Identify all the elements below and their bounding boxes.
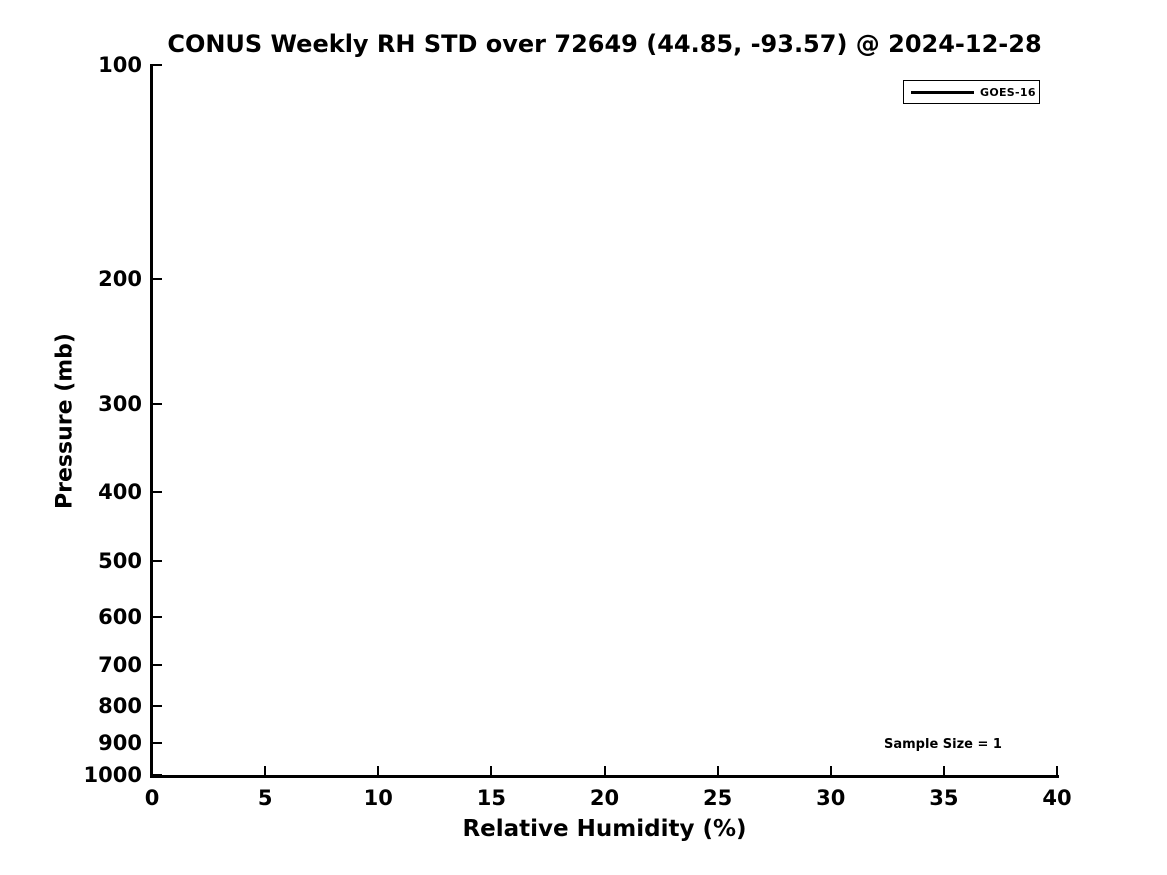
x-tick-label: 5: [257, 786, 273, 810]
x-tick-label: 0: [144, 786, 160, 810]
x-axis-line: [150, 775, 1059, 778]
y-tick-mark: [153, 402, 162, 405]
x-axis-label: Relative Humidity (%): [462, 816, 747, 842]
y-tick-label: 500: [98, 549, 142, 574]
x-tick-label: 15: [476, 786, 506, 810]
y-tick-label: 600: [98, 605, 142, 630]
x-tick-mark: [829, 766, 832, 775]
x-tick-label: 30: [816, 786, 846, 810]
x-tick-mark: [151, 766, 153, 775]
x-tick-label: 20: [589, 786, 620, 810]
x-tick-mark: [377, 766, 380, 775]
y-tick-label: 800: [98, 694, 142, 719]
y-axis-line: [150, 64, 153, 778]
y-tick-mark: [153, 705, 162, 708]
x-tick-mark: [716, 766, 719, 775]
legend-line-sample: [911, 90, 974, 94]
x-tick-label: 25: [703, 786, 733, 810]
y-tick-label: 200: [98, 266, 142, 291]
x-tick-mark: [1056, 766, 1058, 775]
x-tick-mark: [490, 766, 493, 775]
y-tick-mark: [153, 774, 162, 776]
y-tick-label: 400: [98, 480, 142, 505]
y-tick-label: 1000: [83, 763, 142, 787]
y-tick-label: 100: [98, 53, 142, 77]
y-tick-mark: [153, 664, 162, 667]
x-tick-label: 10: [363, 786, 393, 810]
y-tick-label: 900: [98, 730, 142, 755]
legend-label: GOES-16: [980, 85, 1036, 99]
x-tick-label: 35: [929, 786, 959, 810]
x-tick-mark: [603, 766, 606, 775]
sample-size-annotation: Sample Size = 1: [884, 737, 1002, 752]
x-tick-mark: [942, 766, 945, 775]
y-tick-label: 700: [98, 653, 142, 678]
y-tick-label: 300: [98, 391, 142, 416]
y-tick-mark: [153, 616, 162, 619]
legend: GOES-16: [903, 80, 1040, 104]
y-tick-mark: [153, 560, 162, 563]
x-tick-label: 40: [1042, 786, 1072, 810]
y-tick-mark: [153, 491, 162, 494]
y-tick-mark: [153, 741, 162, 744]
y-tick-mark: [153, 277, 162, 280]
chart-title: CONUS Weekly RH STD over 72649 (44.85, -…: [167, 30, 1042, 58]
y-tick-mark: [153, 64, 162, 66]
x-tick-mark: [264, 766, 267, 775]
